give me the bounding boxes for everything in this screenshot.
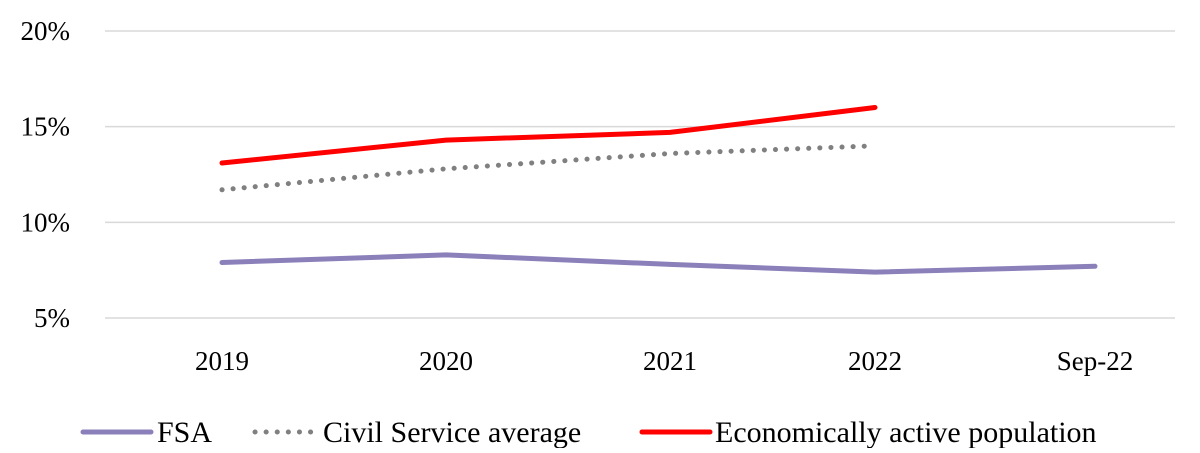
series-1-point — [873, 143, 878, 148]
x-tick-label: 2021 — [643, 346, 697, 376]
legend: FSA Civil Service average Economically act… — [80, 416, 1097, 449]
legend-label: Civil Service average — [323, 416, 581, 448]
series-2-point — [444, 138, 449, 143]
y-axis-tick-labels: 5% 10% 15% 20% — [21, 16, 71, 333]
series-0-point — [1093, 264, 1098, 269]
legend-label: Economically active population — [715, 416, 1097, 448]
series-0-point — [220, 260, 225, 265]
x-tick-label: 2019 — [195, 346, 249, 376]
gridlines — [105, 30, 1175, 319]
series-0-point — [668, 262, 673, 267]
series-line-1 — [219, 143, 878, 193]
series-line-2 — [219, 105, 878, 166]
series-2-point — [220, 161, 225, 166]
series-line-0 — [219, 252, 1098, 275]
y-tick-label: 5% — [34, 303, 70, 333]
legend-label: FSA — [157, 416, 212, 448]
series-1-point — [444, 166, 449, 171]
x-axis-tick-labels: 2019 2020 2021 2022 Sep-22 — [195, 346, 1133, 376]
series-0-point — [444, 252, 449, 257]
y-tick-label: 15% — [21, 112, 71, 142]
x-tick-label: 2020 — [419, 346, 473, 376]
series-lines — [219, 105, 1098, 275]
series-2-point — [873, 105, 878, 110]
y-tick-label: 20% — [21, 16, 71, 46]
x-tick-label: 2022 — [848, 346, 902, 376]
series-2-point — [668, 130, 673, 135]
series-0-point — [873, 270, 878, 275]
series-1-point — [220, 187, 225, 192]
x-tick-label: Sep-22 — [1057, 346, 1134, 376]
y-tick-label: 10% — [21, 207, 71, 237]
series-1-point — [668, 151, 673, 156]
